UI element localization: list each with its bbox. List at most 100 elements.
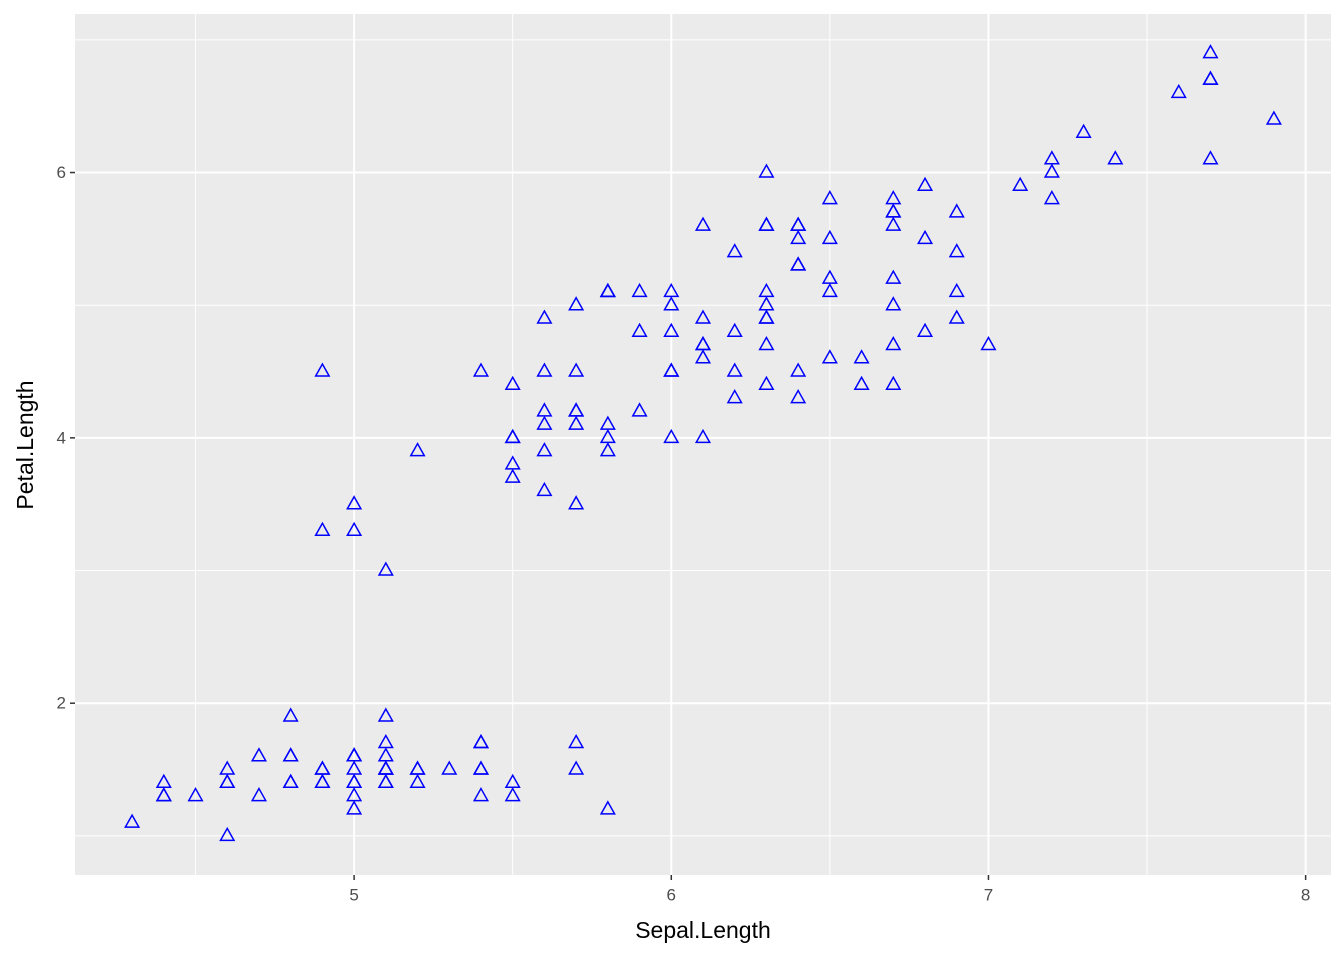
point [758, 216, 775, 231]
point [758, 375, 775, 391]
point [282, 747, 299, 762]
point [694, 428, 712, 444]
point [377, 561, 394, 576]
point [536, 415, 553, 430]
point [599, 442, 616, 457]
point [409, 773, 426, 789]
point [631, 282, 648, 298]
point [346, 495, 363, 510]
point [885, 216, 902, 231]
point [568, 760, 585, 775]
point [250, 787, 267, 802]
point [536, 402, 553, 417]
point [1043, 190, 1060, 205]
point [663, 322, 680, 337]
point [314, 362, 331, 377]
point [663, 296, 680, 311]
point [472, 760, 490, 775]
point [790, 256, 807, 271]
x-axis-title: Sepal.Length [635, 917, 771, 943]
point [568, 495, 585, 510]
x-tick-label: 8 [1301, 885, 1310, 904]
point [568, 733, 585, 749]
point [314, 521, 331, 536]
point [821, 269, 838, 284]
point [853, 375, 870, 391]
y-tick-label: 2 [57, 694, 66, 713]
point [790, 362, 807, 377]
point [726, 389, 743, 404]
point [377, 707, 394, 722]
point [1265, 110, 1282, 125]
point [536, 442, 553, 457]
x-tick-label: 5 [349, 885, 358, 904]
point [568, 415, 585, 430]
point [472, 733, 490, 749]
point [1107, 150, 1124, 165]
point [187, 787, 204, 802]
point [948, 203, 965, 218]
point [1202, 44, 1219, 59]
point [377, 747, 394, 762]
point [694, 216, 712, 231]
point [821, 282, 838, 298]
point [758, 163, 775, 178]
point [853, 349, 870, 364]
point [694, 309, 712, 324]
point [726, 243, 743, 258]
point [504, 428, 521, 444]
point [155, 787, 172, 802]
point [124, 813, 141, 828]
point [726, 362, 743, 377]
point [377, 760, 394, 775]
point [409, 442, 426, 457]
point [885, 375, 902, 391]
point [219, 826, 236, 842]
y-tick-label: 6 [57, 163, 66, 182]
point [314, 773, 331, 789]
point [504, 787, 521, 802]
point [282, 773, 299, 789]
plot-panel [75, 14, 1331, 875]
point [663, 428, 680, 444]
point [219, 773, 236, 789]
point [282, 707, 299, 722]
point [758, 309, 775, 324]
point [790, 229, 807, 245]
point [948, 282, 965, 298]
point [758, 335, 775, 351]
point [790, 389, 807, 404]
point [885, 296, 902, 311]
point [885, 335, 902, 351]
point [250, 747, 267, 762]
point [599, 428, 616, 444]
point [885, 203, 902, 218]
point [472, 787, 490, 802]
point [504, 468, 521, 483]
point [821, 229, 838, 245]
point [409, 760, 426, 775]
point [1202, 150, 1219, 165]
point [916, 322, 934, 337]
point [948, 309, 965, 324]
point [568, 296, 585, 311]
point [631, 322, 648, 337]
point [536, 362, 553, 377]
point [758, 296, 775, 311]
point [536, 481, 553, 497]
point [346, 800, 363, 815]
point [916, 229, 934, 245]
point [346, 787, 363, 802]
point [980, 335, 997, 351]
point [1043, 163, 1060, 178]
point [1012, 176, 1029, 192]
point [694, 349, 712, 364]
point [1170, 83, 1187, 99]
point [568, 362, 585, 377]
point [441, 760, 458, 775]
point [504, 375, 521, 391]
point [599, 800, 616, 815]
x-tick-label: 7 [984, 885, 993, 904]
point [472, 362, 490, 377]
point [1202, 70, 1219, 85]
